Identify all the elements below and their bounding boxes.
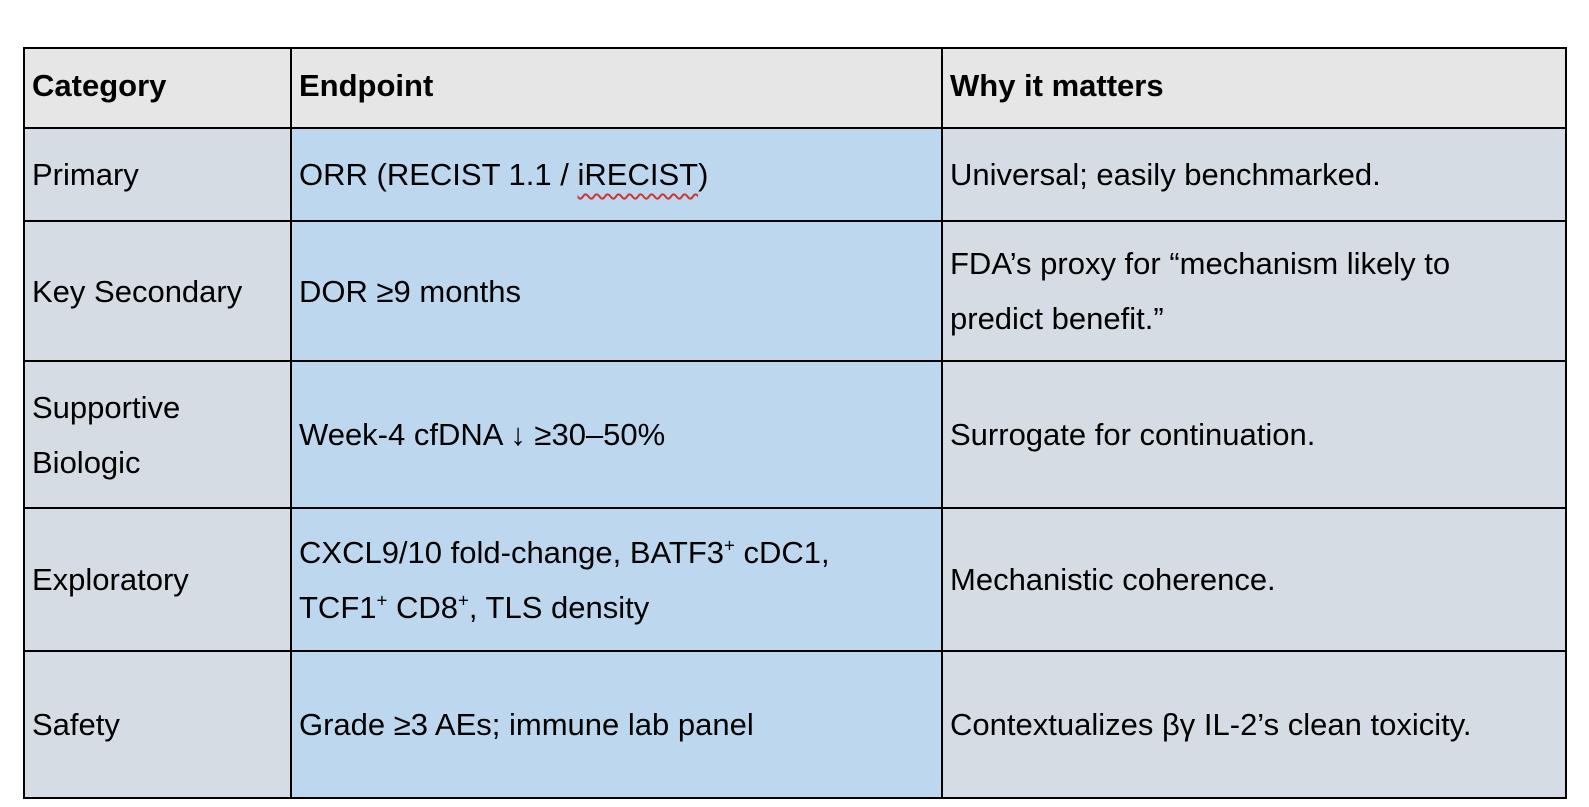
why-cell[interactable]: Universal; easily benchmarked. xyxy=(941,127,1567,222)
text-segment: CXCL9/10 fold-change, BATF3 xyxy=(299,534,725,570)
endpoint-cell[interactable]: Grade ≥3 AEs; immune lab panel xyxy=(290,650,943,799)
text-segment: iRECIST xyxy=(577,157,699,192)
text-segment: ) xyxy=(698,157,709,192)
why-cell[interactable]: Mechanistic coherence. xyxy=(941,507,1567,652)
category-cell[interactable]: Key Secondary xyxy=(23,220,292,362)
why-cell[interactable]: Contextualizes βγ IL-2’s clean toxicity. xyxy=(941,650,1567,799)
text-segment: , TLS density xyxy=(468,589,650,625)
endpoint-cell[interactable]: Week-4 cfDNA ↓ ≥30–50% xyxy=(290,360,943,509)
text-segment: Week-4 cfDNA ↓ ≥30–50% xyxy=(299,417,666,452)
text-segment: ORR (RECIST 1.1 / xyxy=(299,157,578,192)
endpoint-cell[interactable]: ORR (RECIST 1.1 / iRECIST) xyxy=(290,127,943,222)
header-cell-why-it-matters[interactable]: Why it matters xyxy=(941,47,1567,129)
endpoint-cell[interactable]: CXCL9/10 fold-change, BATF3+ cDC1, TCF1+… xyxy=(290,507,943,652)
table-header-row: Category Endpoint Why it matters xyxy=(23,47,1567,129)
header-cell-category[interactable]: Category xyxy=(23,47,292,129)
header-cell-endpoint[interactable]: Endpoint xyxy=(290,47,943,129)
category-cell[interactable]: Exploratory xyxy=(23,507,292,652)
category-cell[interactable]: Primary xyxy=(23,127,292,222)
text-segment: CD8 xyxy=(387,589,458,625)
text-segment: DOR ≥9 months xyxy=(299,273,522,309)
table-row: Primary ORR (RECIST 1.1 / iRECIST) Unive… xyxy=(23,127,1567,222)
why-cell[interactable]: FDA’s proxy for “mechanism likely to pre… xyxy=(941,220,1567,362)
category-cell[interactable]: Safety xyxy=(23,650,292,799)
superscript-text: + xyxy=(376,589,388,611)
table-row: Exploratory CXCL9/10 fold-change, BATF3+… xyxy=(23,507,1567,652)
table-row: Safety Grade ≥3 AEs; immune lab panel Co… xyxy=(23,650,1567,799)
superscript-text: + xyxy=(724,534,735,556)
table-row: Supportive Biologic Week-4 cfDNA ↓ ≥30–5… xyxy=(23,360,1567,509)
superscript-text: + xyxy=(458,589,469,611)
table-row: Key Secondary DOR ≥9 months FDA’s proxy … xyxy=(23,220,1567,362)
text-segment: cDC1, TCF1 xyxy=(299,534,830,625)
category-cell[interactable]: Supportive Biologic xyxy=(23,360,292,509)
endpoints-table: Category Endpoint Why it matters Primary… xyxy=(23,47,1567,799)
endpoint-cell[interactable]: DOR ≥9 months xyxy=(290,220,943,362)
text-segment: Grade ≥3 AEs; immune lab panel xyxy=(299,707,754,742)
why-cell[interactable]: Surrogate for continuation. xyxy=(941,360,1567,509)
